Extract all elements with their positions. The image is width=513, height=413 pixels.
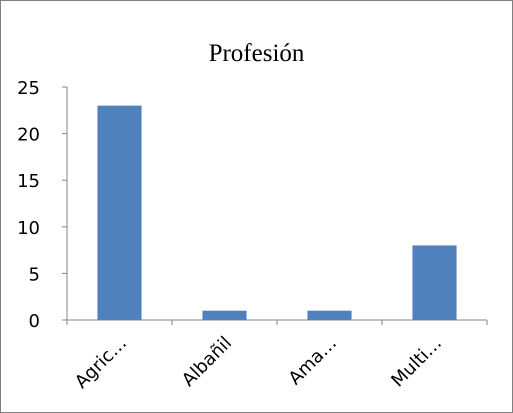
y-tick-label: 5 <box>29 264 40 285</box>
bar-series <box>97 105 457 320</box>
y-tick-label: 20 <box>17 125 40 146</box>
x-tick-label: Agric… <box>71 333 131 393</box>
x-tick-label: Ama… <box>285 333 341 389</box>
y-axis: 0 5 10 15 20 25 <box>17 78 68 332</box>
bar <box>307 310 352 320</box>
x-axis <box>66 319 488 325</box>
bar <box>202 310 247 320</box>
y-tick-label: 25 <box>17 78 40 99</box>
bar <box>97 105 142 320</box>
x-tick-labels: Agric… Albañil Ama… Multi… <box>71 333 446 393</box>
x-tick-label: Multi… <box>387 333 446 392</box>
bar <box>412 245 457 320</box>
chart-title: Profesión <box>208 40 305 67</box>
y-tick-label: 0 <box>29 311 40 332</box>
y-tick-label: 15 <box>17 171 40 192</box>
x-tick-label: Albañil <box>178 333 236 391</box>
y-tick-label: 10 <box>17 218 40 239</box>
